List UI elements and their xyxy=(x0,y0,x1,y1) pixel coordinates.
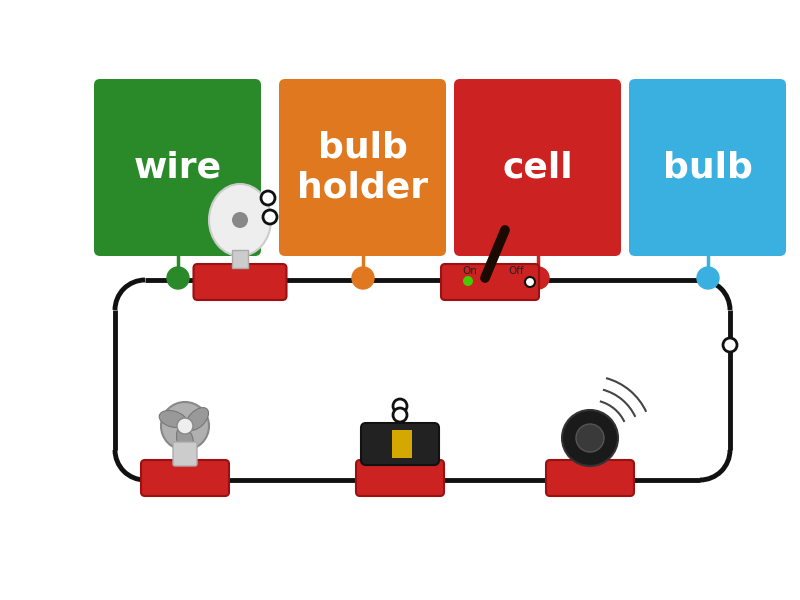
Ellipse shape xyxy=(159,410,186,428)
FancyBboxPatch shape xyxy=(441,264,539,300)
FancyBboxPatch shape xyxy=(361,423,439,465)
Circle shape xyxy=(161,402,209,450)
Text: cell: cell xyxy=(502,151,573,185)
FancyBboxPatch shape xyxy=(173,442,197,466)
Circle shape xyxy=(697,267,719,289)
Ellipse shape xyxy=(209,184,271,256)
Circle shape xyxy=(261,191,275,205)
Circle shape xyxy=(463,276,473,286)
Text: bulb
holder: bulb holder xyxy=(297,130,428,205)
Circle shape xyxy=(562,410,618,466)
FancyBboxPatch shape xyxy=(232,250,248,268)
Text: Off: Off xyxy=(508,266,524,276)
FancyBboxPatch shape xyxy=(546,460,634,496)
Circle shape xyxy=(352,267,374,289)
FancyBboxPatch shape xyxy=(94,79,261,256)
FancyBboxPatch shape xyxy=(194,264,286,300)
Ellipse shape xyxy=(186,407,209,430)
Ellipse shape xyxy=(177,427,194,454)
FancyBboxPatch shape xyxy=(141,460,229,496)
Circle shape xyxy=(263,210,277,224)
Text: bulb: bulb xyxy=(662,151,753,185)
Circle shape xyxy=(177,418,193,434)
Text: wire: wire xyxy=(134,151,222,185)
Circle shape xyxy=(576,424,604,452)
Circle shape xyxy=(525,277,535,287)
Circle shape xyxy=(393,408,407,422)
Circle shape xyxy=(527,267,549,289)
Circle shape xyxy=(393,399,407,413)
FancyBboxPatch shape xyxy=(356,460,444,496)
FancyBboxPatch shape xyxy=(279,79,446,256)
FancyBboxPatch shape xyxy=(454,79,621,256)
FancyBboxPatch shape xyxy=(392,430,412,458)
Circle shape xyxy=(167,267,189,289)
Text: On: On xyxy=(462,266,477,276)
Circle shape xyxy=(232,212,248,228)
FancyBboxPatch shape xyxy=(629,79,786,256)
Circle shape xyxy=(723,338,737,352)
